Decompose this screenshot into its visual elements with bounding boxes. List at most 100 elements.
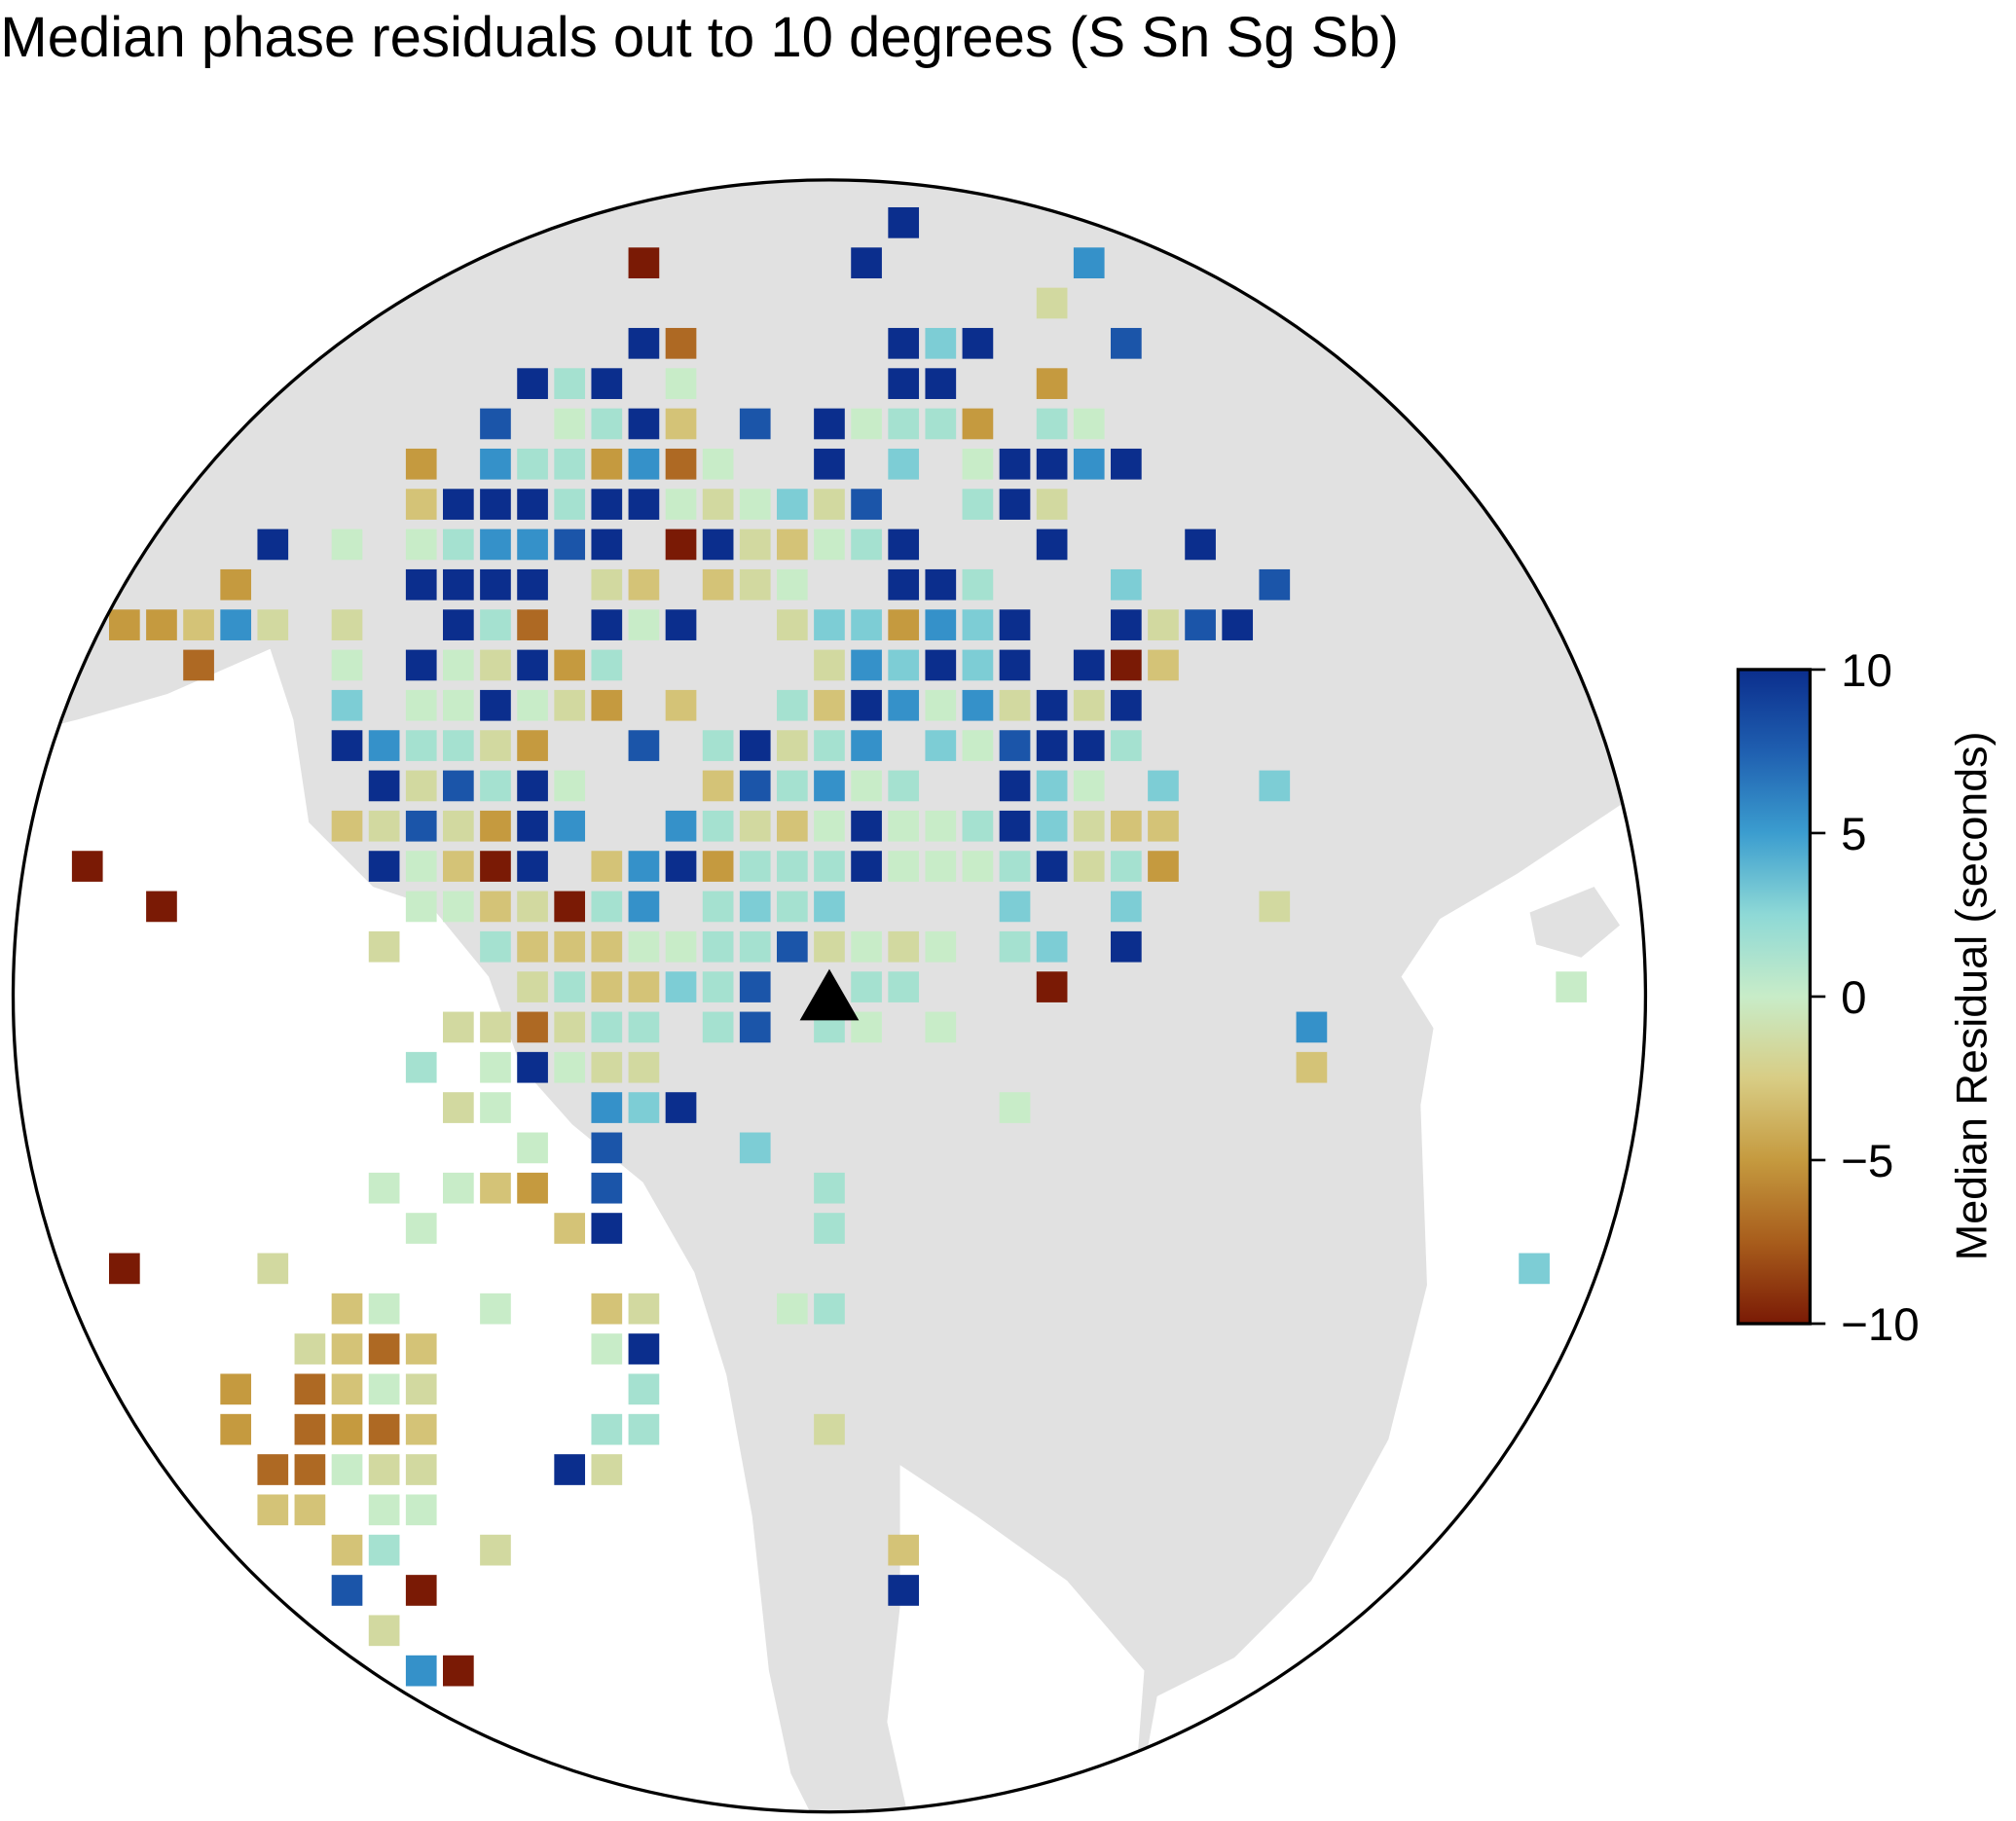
grid-cell: [1036, 528, 1068, 561]
grid-cell: [999, 891, 1031, 923]
grid-cell: [517, 489, 548, 520]
grid-cell: [851, 489, 882, 520]
grid-cell: [628, 730, 660, 761]
grid-cell: [739, 408, 771, 440]
grid-cell: [554, 1051, 586, 1083]
grid-cell: [591, 368, 623, 399]
grid-cell: [405, 1213, 437, 1244]
grid-cell: [368, 1172, 400, 1204]
grid-cell: [925, 1011, 957, 1043]
grid-cell: [925, 730, 957, 761]
grid-cell: [999, 851, 1031, 882]
grid-cell: [405, 1373, 437, 1405]
grid-cell: [1111, 930, 1142, 963]
grid-cell: [814, 930, 845, 963]
grid-cell: [517, 851, 548, 882]
grid-cell: [554, 810, 586, 842]
grid-cell: [739, 730, 771, 761]
grid-cell: [517, 448, 548, 480]
grid-cell: [702, 770, 734, 802]
grid-cell: [999, 730, 1031, 761]
grid-cell: [1036, 770, 1068, 802]
grid-cell: [1073, 448, 1105, 480]
grid-cell: [702, 1011, 734, 1043]
grid-cell: [665, 689, 697, 721]
grid-cell: [517, 1172, 548, 1204]
grid-cell: [777, 891, 808, 923]
grid-cell: [554, 930, 586, 963]
grid-cell: [480, 851, 511, 882]
grid-cell: [517, 568, 548, 601]
map-boundary: [11, 178, 1648, 1814]
grid-cell: [628, 1413, 660, 1445]
grid-cell: [814, 408, 845, 440]
grid-cell: [628, 971, 660, 1002]
grid-cell: [962, 448, 994, 480]
grid-cell: [554, 408, 586, 440]
grid-cell: [591, 689, 623, 721]
grid-cell: [1073, 730, 1105, 761]
grid-cell: [1073, 689, 1105, 721]
grid-cell: [814, 770, 845, 802]
grid-cell: [294, 1494, 326, 1526]
grid-cell: [331, 1333, 363, 1365]
grid-cell: [480, 528, 511, 561]
grid-cell: [702, 891, 734, 923]
grid-cell: [999, 770, 1031, 802]
grid-cell: [1111, 609, 1142, 640]
grid-cell: [628, 247, 660, 278]
grid-cell: [480, 770, 511, 802]
grid-cell: [814, 1172, 845, 1204]
grid-cell: [331, 730, 363, 761]
grid-cell: [405, 851, 437, 882]
grid-cell: [702, 810, 734, 842]
grid-cell: [925, 609, 957, 640]
grid-cell: [665, 609, 697, 640]
grid-cell: [851, 770, 882, 802]
grid-cell: [1036, 810, 1068, 842]
grid-cell: [405, 448, 437, 480]
grid-cell: [554, 770, 586, 802]
grid-cell: [628, 1011, 660, 1043]
grid-cell: [1073, 770, 1105, 802]
grid-cell: [925, 327, 957, 359]
grid-cell: [331, 1413, 363, 1445]
grid-cell: [554, 1011, 586, 1043]
grid-cell: [628, 1373, 660, 1405]
grid-cell: [480, 1092, 511, 1123]
grid-cell: [702, 448, 734, 480]
grid-cell: [739, 971, 771, 1002]
grid-cell: [851, 609, 882, 640]
grid-cell: [925, 930, 957, 963]
grid-cell: [443, 730, 474, 761]
grid-cell: [517, 649, 548, 681]
grid-cell: [591, 568, 623, 601]
grid-cell: [702, 971, 734, 1002]
grid-cell: [257, 1494, 289, 1526]
grid-cell: [851, 408, 882, 440]
grid-cell: [1259, 568, 1291, 601]
grid-cell: [1036, 689, 1068, 721]
grid-cell: [517, 1132, 548, 1164]
grid-cell: [1036, 489, 1068, 520]
grid-cell: [480, 930, 511, 963]
grid-cell: [71, 851, 103, 882]
grid-cell: [888, 327, 920, 359]
grid-cell: [1036, 408, 1068, 440]
grid-cell: [1111, 730, 1142, 761]
grid-cell: [368, 1333, 400, 1365]
grid-cell: [851, 247, 882, 278]
grid-cell: [1111, 689, 1142, 721]
grid-cell: [368, 1413, 400, 1445]
grid-cell: [1148, 609, 1179, 640]
grid-cell: [1036, 971, 1068, 1002]
grid-cell: [702, 851, 734, 882]
grid-cell: [925, 810, 957, 842]
grid-cell: [331, 528, 363, 561]
grid-cell: [294, 1454, 326, 1485]
grid-cell: [702, 730, 734, 761]
grid-cell: [405, 489, 437, 520]
grid-cell: [554, 891, 586, 923]
grid-cell: [851, 810, 882, 842]
